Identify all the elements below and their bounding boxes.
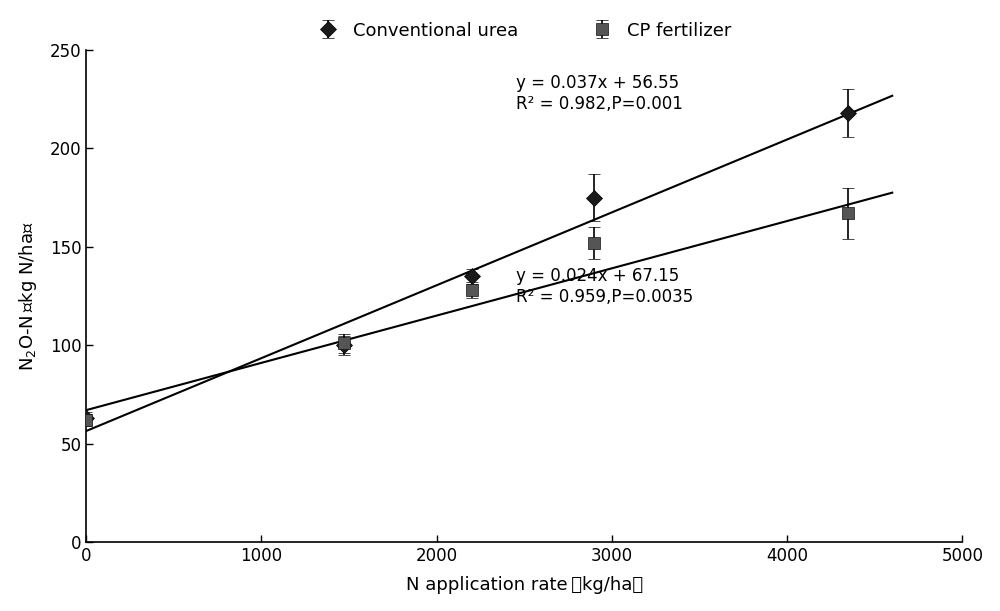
Y-axis label: $\mathregular{N_2O}$-N （kg N/ha）: $\mathregular{N_2O}$-N （kg N/ha） — [17, 221, 39, 371]
Legend: Conventional urea, CP fertilizer: Conventional urea, CP fertilizer — [310, 15, 739, 47]
Text: y = 0.037x + 56.55
R² = 0.982,P=0.001: y = 0.037x + 56.55 R² = 0.982,P=0.001 — [516, 74, 682, 113]
Text: y = 0.024x + 67.15
R² = 0.959,P=0.0035: y = 0.024x + 67.15 R² = 0.959,P=0.0035 — [516, 267, 693, 306]
X-axis label: N application rate （kg/ha）: N application rate （kg/ha） — [406, 576, 643, 595]
